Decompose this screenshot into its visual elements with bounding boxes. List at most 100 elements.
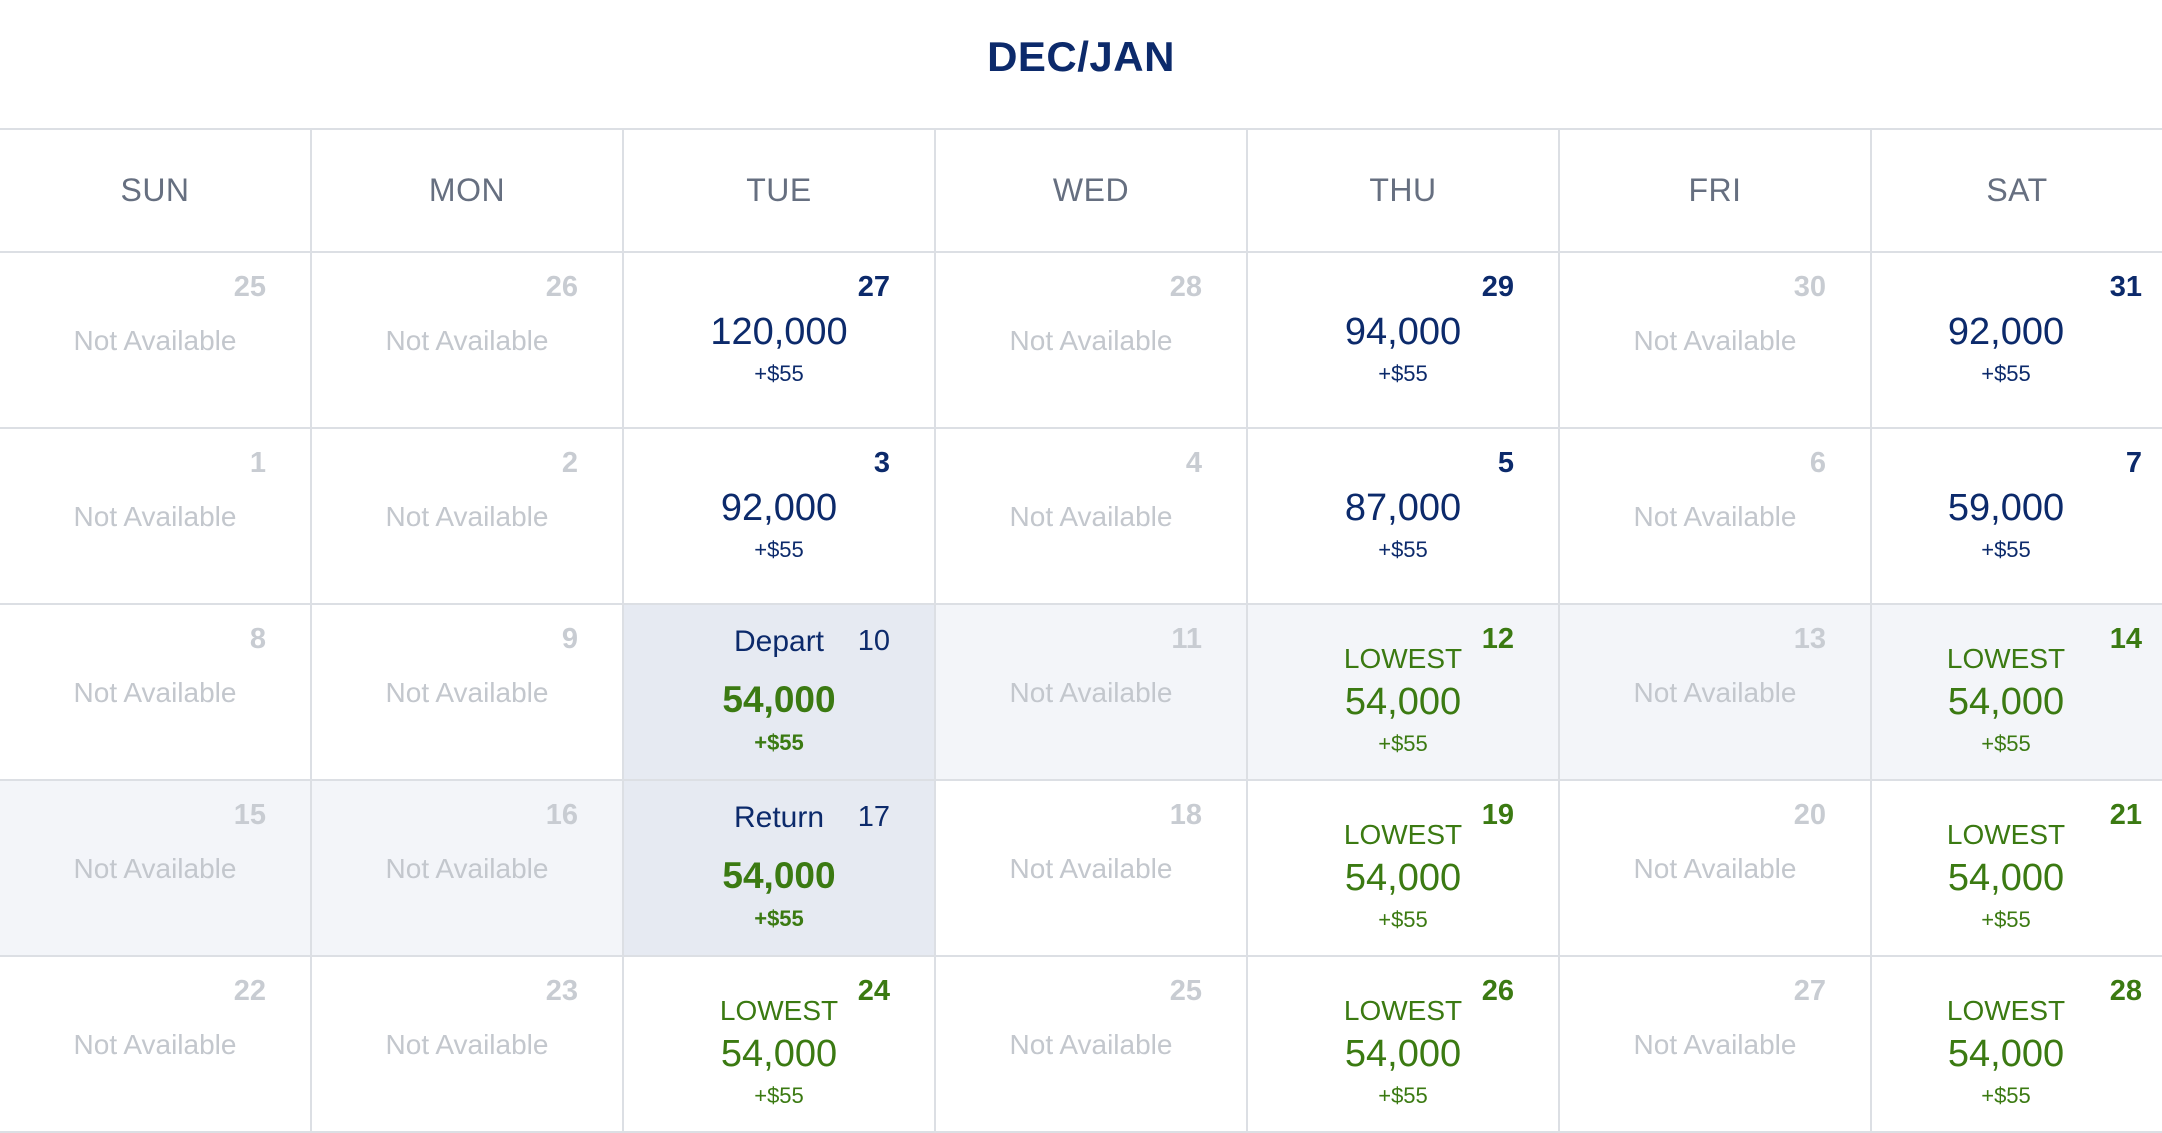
lowest-badge: LOWEST (1946, 819, 2066, 850)
not-available-text: Not Available (385, 853, 549, 884)
miles-price: 54,000 (722, 679, 836, 720)
miles-price: 54,000 (720, 1033, 838, 1075)
day-number: 6 (1809, 447, 1826, 479)
not-available-text: Not Available (73, 1029, 237, 1060)
price-block: LOWEST 54,000 +$55 (1248, 645, 1558, 757)
day-number: 21 (2109, 799, 2142, 831)
day-number: 22 (233, 975, 266, 1007)
not-available-text: Not Available (1633, 501, 1797, 532)
lowest-badge: LOWEST (1946, 643, 2066, 674)
calendar-day-cell: 23 Not Available (312, 957, 624, 1131)
tax-fee: +$55 (1378, 1083, 1428, 1108)
tax-fee: +$55 (1981, 361, 2031, 386)
calendar-day-cell[interactable]: 31 92,000 +$55 (1872, 253, 2162, 427)
miles-price: 92,000 (1947, 311, 2065, 353)
day-number: 23 (545, 975, 578, 1007)
calendar-day-cell: 4 Not Available (936, 429, 1248, 603)
miles-price: 54,000 (722, 855, 836, 896)
weekday-sun: SUN (0, 130, 312, 251)
not-available-text: Not Available (1009, 325, 1173, 356)
tax-fee: +$55 (1981, 731, 2031, 756)
calendar-day-cell: 27 Not Available (1560, 957, 1872, 1131)
weekday-thu: THU (1248, 130, 1560, 251)
price-block: 120,000 +$55 (624, 313, 934, 387)
day-number: 25 (233, 271, 266, 303)
miles-price: 54,000 (1947, 857, 2065, 899)
calendar-day-cell[interactable]: 27 120,000 +$55 (624, 253, 936, 427)
calendar-day-cell: 22 Not Available (0, 957, 312, 1131)
calendar-day-cell[interactable]: 12 LOWEST 54,000 +$55 (1248, 605, 1560, 779)
calendar-day-cell[interactable]: 19 LOWEST 54,000 +$55 (1248, 781, 1560, 955)
calendar-day-selected[interactable]: 17 Return 54,000 +$55 (624, 781, 936, 955)
tax-fee: +$55 (1981, 907, 2031, 932)
miles-price: 94,000 (1344, 311, 1462, 353)
tax-fee: +$55 (754, 906, 804, 931)
day-number: 26 (1481, 975, 1514, 1007)
lowest-badge: LOWEST (719, 995, 839, 1026)
miles-price: 87,000 (1344, 487, 1462, 529)
calendar-day-cell[interactable]: 29 94,000 +$55 (1248, 253, 1560, 427)
miles-price: 120,000 (710, 311, 848, 353)
calendar-day-cell[interactable]: 7 59,000 +$55 (1872, 429, 2162, 603)
miles-price: 92,000 (720, 487, 838, 529)
day-number: 7 (2125, 447, 2142, 479)
calendar-day-cell: 1 Not Available (0, 429, 312, 603)
day-number: 28 (2109, 975, 2142, 1007)
calendar-day-cell: 28 Not Available (936, 253, 1248, 427)
week-row: 1 Not Available 2 Not Available 3 92,000 +$55 4… (0, 429, 2162, 605)
selection-label: Depart (733, 625, 825, 658)
calendar-day-cell: 8 Not Available (0, 605, 312, 779)
day-number: 26 (545, 271, 578, 303)
day-number: 11 (1171, 623, 1202, 655)
calendar-day-cell: 16 Not Available (312, 781, 624, 955)
day-number: 15 (233, 799, 266, 831)
calendar-day-cell: 11 Not Available (936, 605, 1248, 779)
price-block: 92,000 +$55 (624, 489, 934, 563)
calendar-month-header: DEC/JAN (0, 0, 2162, 130)
day-number: 31 (2109, 271, 2142, 303)
calendar-day-cell[interactable]: 26 LOWEST 54,000 +$55 (1248, 957, 1560, 1131)
price-block: 87,000 +$55 (1248, 489, 1558, 563)
weekday-fri: FRI (1560, 130, 1872, 251)
day-number: 29 (1481, 271, 1514, 303)
not-available-text: Not Available (385, 501, 549, 532)
price-block: LOWEST 54,000 +$55 (624, 997, 934, 1109)
lowest-badge: LOWEST (1946, 995, 2066, 1026)
week-row: 15 Not Available 16 Not Available 17 Return 54… (0, 781, 2162, 957)
weekday-header-row: SUN MON TUE WED THU FRI SAT (0, 130, 2162, 253)
miles-price: 54,000 (1344, 857, 1462, 899)
calendar-day-cell[interactable]: 3 92,000 +$55 (624, 429, 936, 603)
day-number: 19 (1481, 799, 1514, 831)
calendar-day-cell[interactable]: 5 87,000 +$55 (1248, 429, 1560, 603)
not-available-text: Not Available (385, 677, 549, 708)
day-number: 28 (1169, 271, 1202, 303)
calendar-day-cell: 13 Not Available (1560, 605, 1872, 779)
not-available-text: Not Available (385, 325, 549, 356)
day-number: 20 (1793, 799, 1826, 831)
day-number: 16 (545, 799, 578, 831)
calendar-day-cell: 26 Not Available (312, 253, 624, 427)
calendar-day-selected[interactable]: 10 Depart 54,000 +$55 (624, 605, 936, 779)
day-number: 4 (1185, 447, 1202, 479)
not-available-text: Not Available (73, 501, 237, 532)
weekday-sat: SAT (1986, 172, 2048, 208)
tax-fee: +$55 (1981, 537, 2031, 562)
calendar-day-cell[interactable]: 14 LOWEST 54,000 +$55 (1872, 605, 2162, 779)
tax-fee: +$55 (1378, 537, 1428, 562)
weekday-wed: WED (936, 130, 1248, 251)
price-block: LOWEST 54,000 +$55 (1872, 645, 2140, 757)
day-number: 27 (857, 271, 890, 303)
day-number: 3 (873, 447, 890, 479)
calendar-day-cell[interactable]: 24 LOWEST 54,000 +$55 (624, 957, 936, 1131)
day-number: 25 (1169, 975, 1202, 1007)
tax-fee: +$55 (1378, 907, 1428, 932)
miles-price: 54,000 (1947, 1033, 2065, 1075)
not-available-text: Not Available (1633, 325, 1797, 356)
calendar-day-cell[interactable]: 28 LOWEST 54,000 +$55 (1872, 957, 2162, 1131)
not-available-text: Not Available (1009, 1029, 1173, 1060)
week-row: 22 Not Available 23 Not Available 24 LOWEST 54… (0, 957, 2162, 1133)
day-number: 10 (857, 625, 890, 657)
miles-price: 54,000 (1947, 681, 2065, 723)
calendar-day-cell[interactable]: 21 LOWEST 54,000 +$55 (1872, 781, 2162, 955)
miles-price: 54,000 (1344, 1033, 1462, 1075)
